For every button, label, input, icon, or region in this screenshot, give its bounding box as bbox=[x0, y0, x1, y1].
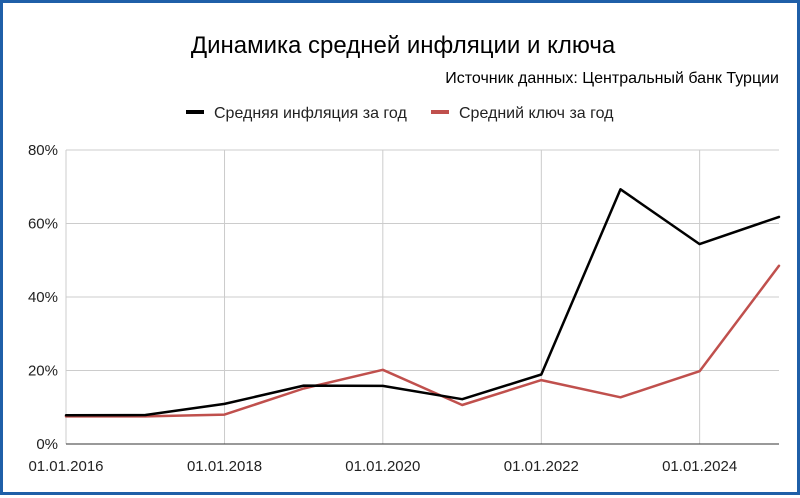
x-tick-label: 01.01.2024 bbox=[662, 458, 737, 475]
series-line-key-rate bbox=[64, 264, 781, 418]
legend-label-inflation: Средняя инфляция за год bbox=[214, 105, 407, 122]
y-tick-label: 20% bbox=[28, 363, 58, 380]
series-layer bbox=[64, 188, 781, 418]
x-tick-label: 01.01.2018 bbox=[187, 458, 262, 475]
y-axis-tick-labels: 0% 20% 40% 60% 80% bbox=[28, 142, 58, 453]
legend-item-key-rate: Средний ключ за год bbox=[431, 105, 614, 122]
legend: Средняя инфляция за год Средний ключ за … bbox=[186, 105, 614, 122]
legend-label-key-rate: Средний ключ за год bbox=[459, 105, 614, 122]
x-axis-tick-labels: 01.01.2016 01.01.2018 01.01.2020 01.01.2022… bbox=[28, 458, 737, 475]
y-tick-label: 40% bbox=[28, 289, 58, 306]
chart-title: Динамика средней инфляции и ключа bbox=[191, 32, 616, 59]
line-chart: Динамика средней инфляции и ключа Источн… bbox=[28, 32, 781, 475]
chart-subtitle: Источник данных: Центральный банк Турции bbox=[445, 70, 779, 87]
y-tick-label: 0% bbox=[36, 436, 58, 453]
horizontal-gridlines bbox=[66, 149, 779, 371]
x-tick-label: 01.01.2016 bbox=[28, 458, 103, 475]
legend-item-inflation: Средняя инфляция за год bbox=[186, 105, 407, 122]
series-line-inflation bbox=[64, 188, 781, 417]
y-tick-label: 60% bbox=[28, 216, 58, 233]
x-tick-label: 01.01.2020 bbox=[345, 458, 420, 475]
y-tick-label: 80% bbox=[28, 142, 58, 159]
x-tick-label: 01.01.2022 bbox=[504, 458, 579, 475]
vertical-gridlines bbox=[65, 150, 701, 444]
